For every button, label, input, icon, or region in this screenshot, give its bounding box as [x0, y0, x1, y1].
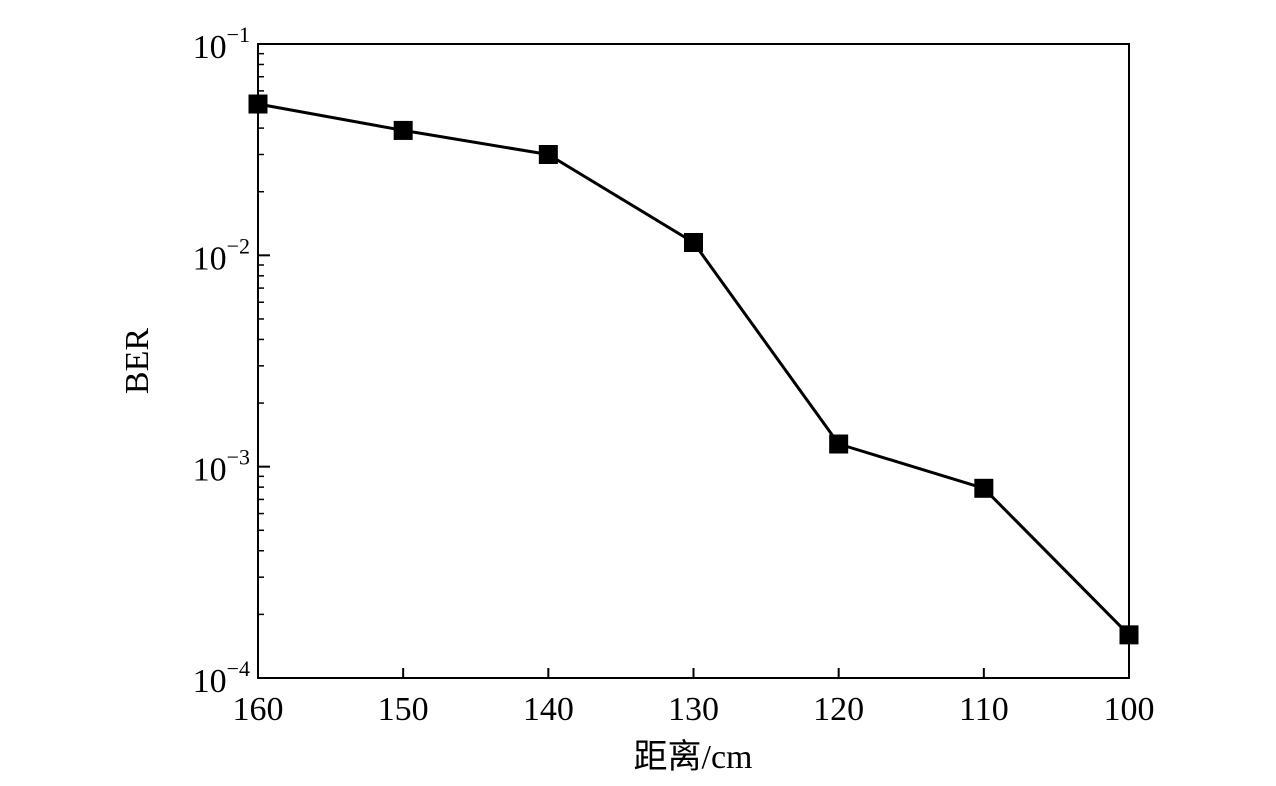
- data-point-marker: [1119, 625, 1139, 645]
- series-line: [257, 102, 1131, 636]
- x-tick-label: 150: [378, 691, 429, 728]
- data-series: [248, 94, 1139, 645]
- y-tick-label: 10−1: [193, 22, 250, 66]
- plot-frame: [257, 43, 1130, 679]
- data-point-marker: [393, 120, 413, 140]
- y-tick-label: 10−3: [193, 445, 250, 489]
- data-point-marker: [248, 94, 268, 114]
- data-point-marker: [684, 233, 703, 253]
- axis-ticks: [257, 43, 1130, 679]
- x-tick-label: 100: [1104, 691, 1155, 728]
- y-axis-label: BER: [119, 328, 156, 394]
- x-tick-label: 120: [813, 691, 864, 728]
- x-axis-label: 距离/cm: [634, 738, 753, 776]
- data-point-marker: [974, 478, 994, 498]
- data-point-marker: [538, 145, 558, 165]
- x-tick-label: 140: [523, 691, 574, 728]
- x-tick-label: 110: [959, 691, 1009, 728]
- y-tick-label: 10−4: [193, 656, 250, 700]
- x-tick-label: 160: [233, 691, 284, 728]
- y-tick-label: 10−2: [193, 233, 250, 277]
- data-point-marker: [829, 434, 849, 454]
- tick-labels: 160 150 140 130 120 110 100 10−1 10−2 10−3 10−4: [193, 22, 1155, 728]
- x-tick-label: 130: [668, 691, 719, 728]
